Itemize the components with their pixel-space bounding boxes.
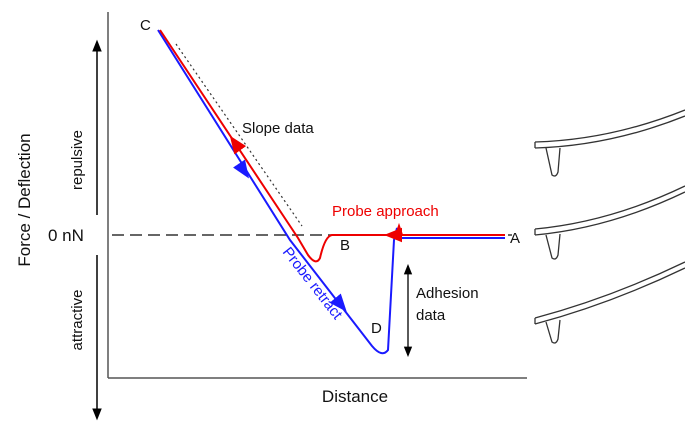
retract-arrow: [329, 293, 347, 312]
axes: [107, 12, 527, 379]
point-c: C: [140, 17, 151, 34]
approach-curve: [159, 29, 505, 263]
zero-label: 0 nN: [48, 226, 84, 245]
adhesion-label: data: [416, 307, 446, 324]
retract-arrow: [233, 159, 249, 179]
cantilevers: [534, 109, 685, 344]
point-a: A: [510, 230, 520, 247]
point-d: D: [371, 320, 382, 337]
point-b: B: [340, 237, 350, 254]
y-axis-label: Force / Deflection: [15, 133, 34, 266]
approach-arrow: [229, 135, 247, 155]
repulsive-label: repulsive: [69, 130, 86, 190]
slope-guide: [175, 43, 303, 227]
x-axis-label: Distance: [322, 387, 388, 406]
attractive-label: attractive: [69, 290, 86, 351]
adhesion-label: Adhesion: [416, 285, 479, 302]
approach-label: Probe approach: [332, 203, 439, 220]
slope-label: Slope data: [242, 120, 314, 137]
retract-label: Probe retract: [279, 244, 346, 323]
